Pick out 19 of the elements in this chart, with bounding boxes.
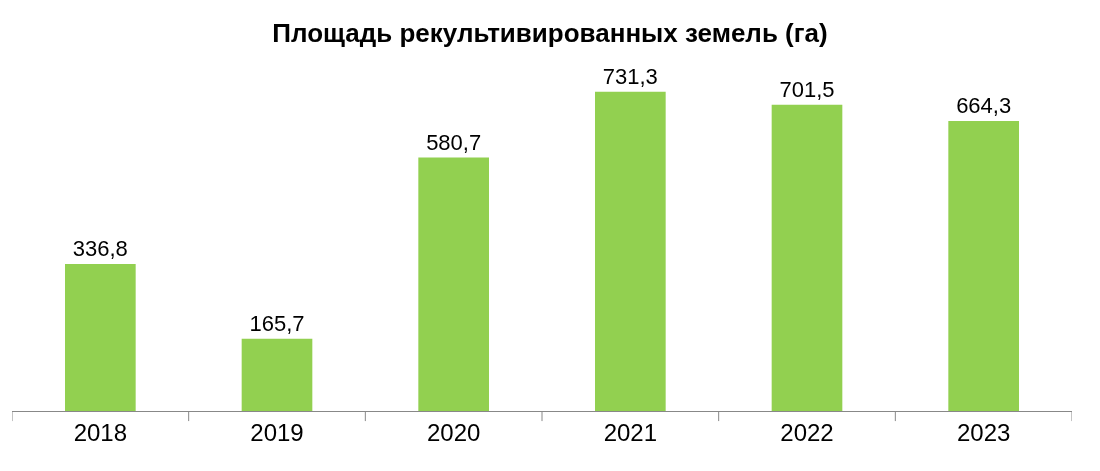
data-label: 731,3 [602,63,658,89]
bar [771,104,843,411]
x-tick-label: 2019 [250,418,304,446]
x-tick-label: 2023 [956,418,1011,446]
bar [418,157,489,411]
bar [65,263,136,411]
bar [241,338,313,411]
x-tick-label: 2022 [780,418,834,446]
bar [595,91,666,411]
data-label: 336,8 [72,235,128,261]
x-tick-label: 2018 [73,418,128,446]
data-label: 701,5 [779,76,835,102]
bar [948,121,1019,411]
x-tick-label: 2021 [603,418,658,446]
data-label: 664,3 [956,93,1012,119]
data-label: 165,7 [249,310,305,336]
x-tick-label: 2020 [426,418,481,446]
chart-title: Площадь рекультивированных земель (га) [272,17,828,48]
data-label: 580,7 [426,129,482,155]
